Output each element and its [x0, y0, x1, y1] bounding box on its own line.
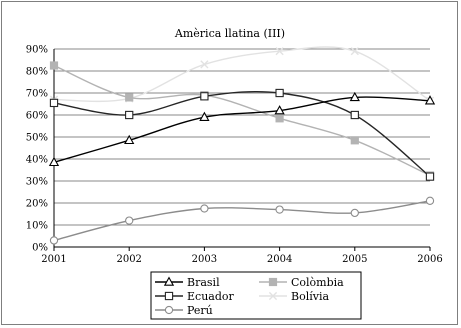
legend-marker-colombia	[268, 277, 278, 287]
data-point-ecuador	[49, 98, 59, 108]
y-tick-label: 60%	[26, 111, 48, 122]
y-tick-label: 40%	[26, 155, 48, 166]
chart-title: Amèrica llatina (III)	[174, 27, 285, 40]
data-point-bolivia	[200, 60, 209, 69]
series-bolivia	[49, 46, 435, 105]
legend-label-bolivia: Bolívia	[291, 290, 329, 303]
legend-item-colombia: Colòmbia	[259, 276, 344, 289]
axes: 0% 10% 20% 30% 40% 50% 60% 70% 80% 90% 2001 2002 200…	[26, 45, 443, 266]
data-point-peru	[425, 196, 435, 205]
legend: Brasil Colòmbia Ecuador Bolívia Perú	[150, 271, 362, 320]
series-line-colombia	[53, 64, 431, 177]
data-point-ecuador	[125, 110, 134, 120]
data-point-ecuador	[425, 172, 435, 181]
legend-item-ecuador: Ecuador	[155, 290, 234, 303]
data-point-brasil	[124, 134, 135, 145]
x-tick-label: 2001	[41, 254, 66, 265]
data-point-colombia	[275, 114, 284, 123]
legend-item-brasil: Brasil	[155, 276, 220, 289]
y-tick-label: 50%	[26, 133, 48, 144]
series-line-peru	[53, 200, 431, 242]
legend-marker-bolivia	[268, 291, 278, 301]
data-point-peru	[350, 208, 359, 218]
series-colombia	[49, 61, 435, 180]
series-line-ecuador	[53, 90, 431, 178]
data-point-colombia	[49, 61, 59, 70]
data-point-peru	[49, 236, 59, 245]
chart-frame	[1, 1, 458, 325]
x-tick-label: 2006	[417, 254, 442, 265]
y-tick-label: 30%	[26, 177, 48, 188]
legend-label-ecuador: Ecuador	[187, 290, 234, 303]
data-point-brasil	[199, 111, 210, 121]
data-point-brasil	[424, 95, 436, 105]
series-ecuador	[49, 88, 435, 181]
y-tick-label: 80%	[26, 67, 48, 78]
gridlines	[54, 48, 430, 226]
data-point-colombia	[125, 93, 134, 102]
legend-marker-peru	[164, 305, 174, 315]
legend-marker-ecuador	[164, 291, 174, 301]
y-tick-label: 90%	[26, 45, 48, 56]
legend-label-peru: Perú	[187, 304, 213, 317]
legend-box	[150, 271, 362, 320]
x-tick-label: 2002	[116, 254, 141, 265]
series-line-bolivia	[53, 46, 431, 103]
data-point-ecuador	[275, 88, 284, 98]
y-tick-label: 70%	[26, 89, 48, 100]
data-point-peru	[125, 216, 134, 225]
data-point-brasil	[48, 156, 60, 167]
legend-label-colombia: Colòmbia	[291, 276, 344, 289]
legend-item-bolivia: Bolívia	[259, 290, 329, 303]
y-tick-label: 10%	[26, 221, 48, 232]
data-point-peru	[275, 205, 284, 214]
series-group	[48, 46, 436, 245]
legend-label-brasil: Brasil	[187, 276, 220, 289]
series-line-brasil	[53, 96, 431, 163]
data-point-ecuador	[200, 92, 209, 101]
data-point-brasil	[349, 91, 360, 102]
data-point-bolivia	[350, 47, 359, 56]
y-tick-label: 0%	[32, 243, 48, 254]
data-point-ecuador	[350, 110, 359, 120]
x-tick-label: 2003	[192, 254, 217, 265]
series-peru	[49, 196, 435, 245]
x-tick-label: 2004	[267, 254, 292, 265]
data-point-brasil	[274, 105, 285, 115]
data-point-peru	[200, 204, 209, 213]
y-tick-label: 20%	[26, 199, 48, 210]
legend-item-peru: Perú	[155, 304, 213, 317]
data-point-colombia	[350, 136, 359, 145]
legend-marker-brasil	[163, 276, 175, 286]
data-point-bolivia	[275, 47, 284, 56]
series-brasil	[48, 91, 436, 167]
x-tick-label: 2005	[342, 254, 367, 265]
